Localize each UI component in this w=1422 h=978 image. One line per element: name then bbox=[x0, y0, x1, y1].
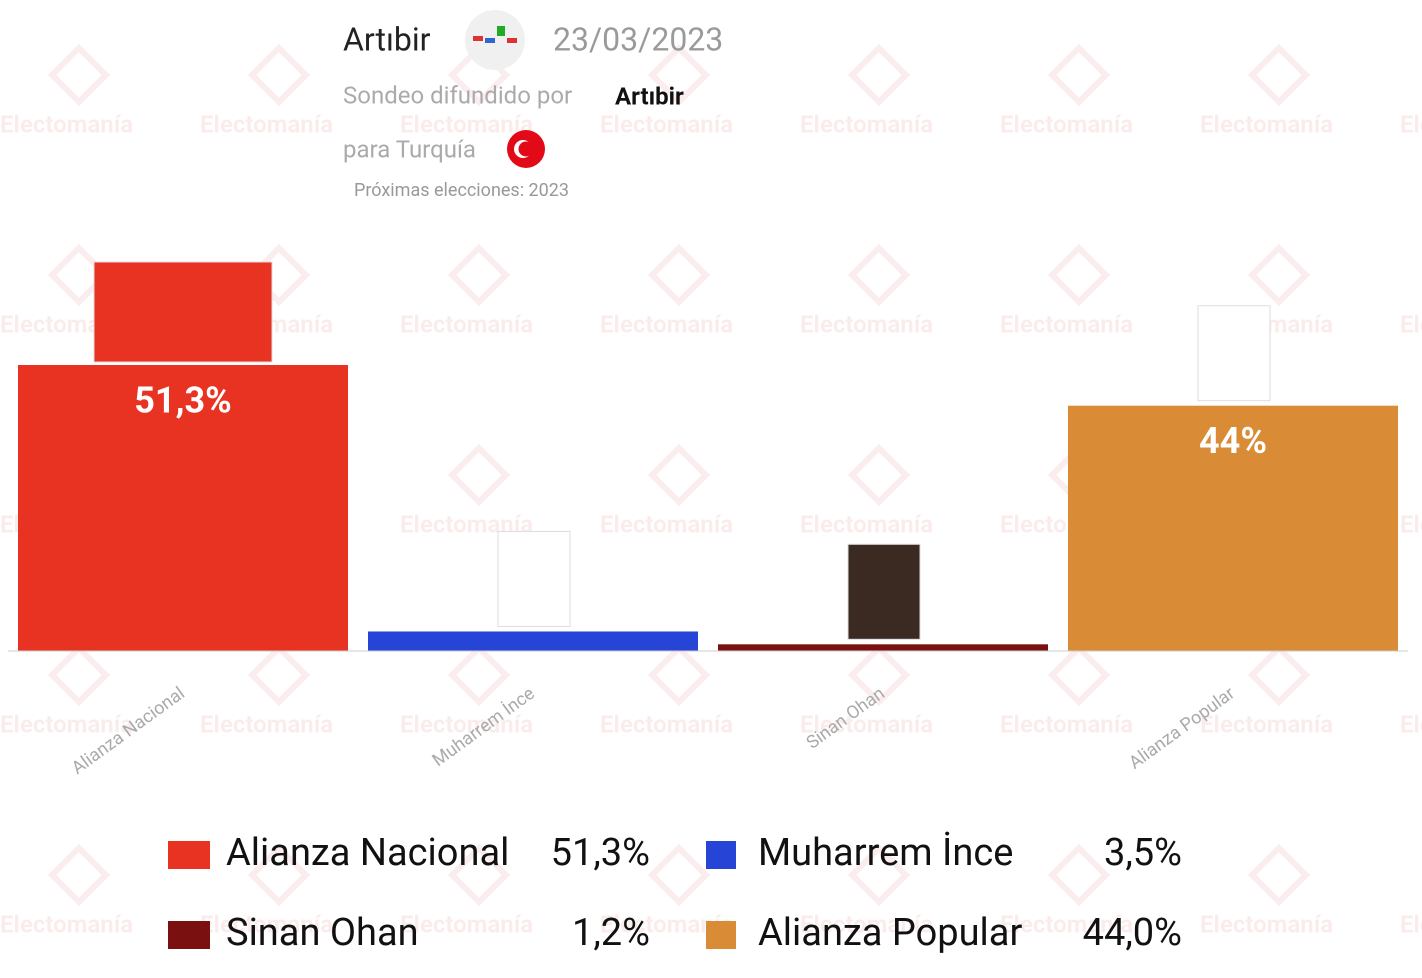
watermark-text: Electomanía bbox=[1400, 510, 1422, 538]
watermark-icon bbox=[647, 243, 711, 307]
watermark-text: Electomanía bbox=[1400, 310, 1422, 338]
watermark-text: Electomanía bbox=[1400, 910, 1422, 938]
plot: 51,3% Alianza Nacional Muharrem İnce Sinan … bbox=[8, 261, 1408, 955]
country-text: para Turquía bbox=[343, 135, 476, 163]
watermark-icon bbox=[647, 643, 711, 707]
watermark-text: Electomanía bbox=[1000, 710, 1133, 738]
watermark-icon bbox=[1047, 843, 1111, 907]
watermark-text: Electomanía bbox=[1200, 110, 1333, 138]
watermark-text: Electomanía bbox=[400, 910, 533, 938]
watermark-icon bbox=[1247, 43, 1311, 107]
party-logo bbox=[1197, 305, 1271, 402]
watermark-icon bbox=[47, 243, 111, 307]
legend-value: 1,2% bbox=[572, 911, 650, 955]
watermark-icon bbox=[1247, 643, 1311, 707]
legend-icon bbox=[168, 921, 210, 949]
chart-title: Artıbir bbox=[343, 20, 431, 58]
watermark-icon bbox=[847, 843, 911, 907]
watermark-text: Electomanía bbox=[1000, 310, 1133, 338]
watermark-text: Electomanía bbox=[0, 910, 133, 938]
legend-icon bbox=[168, 841, 210, 869]
watermark-text: Electomanía bbox=[1200, 710, 1333, 738]
watermark-icon bbox=[847, 243, 911, 307]
watermark-text: Electomanía bbox=[200, 910, 333, 938]
watermark-icon bbox=[247, 43, 311, 107]
watermark-text: Electomanía bbox=[1000, 910, 1133, 938]
poll-date: 23/03/2023 bbox=[553, 20, 723, 58]
watermark-text: Electomanía bbox=[800, 710, 933, 738]
watermark-icon bbox=[47, 843, 111, 907]
watermark-icon bbox=[447, 843, 511, 907]
watermark-text: Electomanía bbox=[0, 710, 133, 738]
watermark-text: Electomanía bbox=[1400, 710, 1422, 738]
legend-label: Alianza Popular bbox=[758, 911, 1022, 955]
legend-label: Alianza Nacional bbox=[226, 831, 509, 875]
watermark-text: Electomanía bbox=[0, 110, 133, 138]
watermark-text: Electomanía bbox=[600, 310, 733, 338]
watermark-layer: Electomanía Electomanía Electomanía Electom… bbox=[0, 43, 1422, 938]
logo-part bbox=[507, 38, 517, 43]
party-logo bbox=[497, 530, 571, 627]
party-logo bbox=[847, 543, 921, 640]
bar bbox=[718, 644, 1048, 651]
bar bbox=[368, 631, 698, 651]
watermark-text: Electomanía bbox=[800, 310, 933, 338]
watermark-text: Electomanía bbox=[1000, 110, 1133, 138]
bar-label: 44% bbox=[1199, 420, 1267, 462]
bar bbox=[18, 365, 348, 651]
legend-icon bbox=[706, 841, 736, 869]
watermark-icon bbox=[1047, 43, 1111, 107]
watermark-icon bbox=[447, 643, 511, 707]
watermark-icon bbox=[647, 443, 711, 507]
legend-label: Muharrem İnce bbox=[758, 830, 1013, 875]
legend-label: Sinan Ohan bbox=[226, 911, 419, 955]
watermark-text: Electomanía bbox=[800, 110, 933, 138]
pollster-name: Artıbir bbox=[615, 82, 684, 110]
bar bbox=[1068, 405, 1398, 651]
watermark-icon bbox=[847, 643, 911, 707]
next-elections: Próximas elecciones: 2023 bbox=[354, 180, 569, 201]
watermark-text: Electomanía bbox=[800, 510, 933, 538]
watermark-text: Electomanía bbox=[1400, 110, 1422, 138]
watermark-text: Electomanía bbox=[600, 710, 733, 738]
logo-part bbox=[497, 26, 505, 36]
watermark-icon bbox=[1247, 843, 1311, 907]
watermark-text: Electomanía bbox=[800, 910, 933, 938]
legend-value: 44,0% bbox=[1083, 911, 1182, 955]
watermark-icon bbox=[1047, 243, 1111, 307]
watermark-text: Electomanía bbox=[200, 710, 333, 738]
party-logo bbox=[93, 261, 273, 363]
watermark-icon bbox=[647, 43, 711, 107]
legend-icon bbox=[706, 921, 736, 949]
watermark-text: Electomanía bbox=[600, 510, 733, 538]
watermark-text: Electomanía bbox=[200, 110, 333, 138]
logo-part bbox=[473, 36, 483, 41]
watermark-icon bbox=[247, 843, 311, 907]
watermark-text: Electomanía bbox=[600, 110, 733, 138]
watermark-icon bbox=[447, 443, 511, 507]
watermark-text: Electomanía bbox=[400, 310, 533, 338]
legend-value: 3,5% bbox=[1104, 831, 1182, 875]
legend-value: 51,3% bbox=[551, 831, 650, 875]
watermark-icon bbox=[247, 643, 311, 707]
watermark-icon bbox=[847, 43, 911, 107]
watermark-text: Electomanía bbox=[400, 710, 533, 738]
watermark-icon bbox=[47, 43, 111, 107]
watermark-icon bbox=[1247, 243, 1311, 307]
watermark-icon bbox=[1047, 643, 1111, 707]
watermark-icon bbox=[447, 243, 511, 307]
watermark-text: Electomanía bbox=[1200, 910, 1333, 938]
bar-label: 51,3% bbox=[134, 380, 231, 422]
logo-part bbox=[485, 38, 495, 43]
flag-crescent bbox=[518, 141, 534, 157]
watermark-icon bbox=[847, 443, 911, 507]
watermark-text: Electomanía bbox=[400, 110, 533, 138]
subtitle: Sondeo difundido por bbox=[343, 81, 572, 109]
watermark-icon bbox=[647, 843, 711, 907]
watermark-icon bbox=[47, 643, 111, 707]
